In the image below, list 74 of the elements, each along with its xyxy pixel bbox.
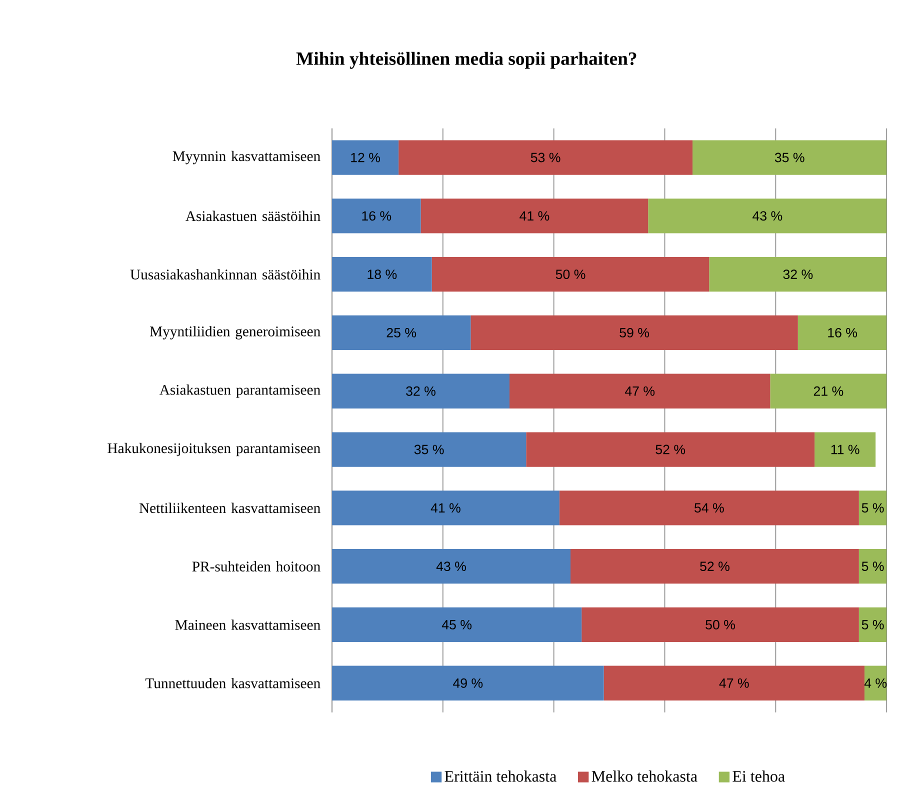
data-label: 47 %	[719, 678, 749, 688]
bar	[332, 666, 604, 700]
y-tick-label: Nettiliikenteen kasvattamiseen	[139, 502, 320, 514]
y-tick-label: Maineen kasvattamiseen	[175, 620, 320, 630]
bar	[692, 140, 887, 175]
data-label: 54 %	[694, 503, 724, 513]
data-label: 25 %	[386, 328, 416, 338]
bar	[332, 256, 432, 292]
bar	[604, 666, 864, 700]
data-label: 49 %	[453, 678, 483, 688]
bar	[798, 315, 887, 350]
data-label: 12 %	[351, 152, 380, 162]
data-label: 4 %	[864, 678, 887, 688]
bar	[709, 256, 887, 292]
data-label: 59 %	[620, 328, 650, 338]
data-label: 35 %	[774, 152, 804, 162]
bar	[332, 198, 421, 234]
y-tick-label: Hakukonesijoituksen parantamiseen	[108, 442, 320, 456]
bar	[814, 432, 876, 467]
data-label: 41 %	[430, 503, 460, 513]
bar	[332, 374, 510, 408]
data-label: 47 %	[624, 386, 655, 396]
legend-label: Melko tehokasta	[592, 770, 698, 782]
bar	[509, 374, 770, 408]
bar	[432, 256, 710, 292]
y-tick-label: Myyntiliidien generoimiseen	[150, 326, 320, 340]
y-tick-label: Uusasiakashankinnan säästöihin	[130, 269, 320, 280]
bar	[332, 548, 571, 584]
y-tick-label: Asiakastuen säästöihin	[186, 210, 320, 222]
y-tick-label: PR-suhteiden hoitoon	[192, 561, 320, 572]
bar	[332, 140, 399, 175]
bar	[398, 140, 693, 175]
bar	[420, 198, 648, 234]
data-label: 18 %	[368, 270, 397, 280]
bar	[332, 432, 526, 467]
bar	[332, 315, 471, 350]
bar	[864, 666, 887, 700]
data-label: 43 %	[436, 562, 466, 572]
data-label: 16 %	[828, 328, 858, 338]
data-label: 21 %	[814, 386, 844, 396]
bar	[858, 548, 887, 584]
bar	[582, 607, 859, 642]
bar	[332, 607, 582, 642]
data-label: 52 %	[656, 444, 686, 454]
y-tick-label: Asiakastuen parantamiseen	[160, 384, 320, 398]
data-label: 32 %	[783, 270, 813, 280]
bar	[332, 490, 560, 526]
data-label: 41 %	[520, 211, 550, 221]
bar	[526, 432, 815, 467]
data-label: 11 %	[831, 444, 860, 454]
bar	[570, 548, 859, 584]
bar	[470, 315, 798, 350]
bar	[648, 198, 887, 234]
legend-label: Erittäin tehokasta	[444, 770, 556, 782]
data-label: 52 %	[700, 562, 730, 572]
bar	[858, 607, 887, 642]
bar	[858, 490, 887, 526]
data-label: 5 %	[862, 503, 884, 513]
data-label: 45 %	[442, 620, 472, 630]
data-label: 35 %	[414, 444, 444, 454]
data-label: 53 %	[530, 152, 560, 162]
data-label: 43 %	[752, 211, 782, 221]
bar	[559, 490, 859, 526]
y-tick-label: Tunnettuuden kasvattamiseen	[145, 678, 320, 688]
bar	[770, 374, 887, 408]
y-tick-label: Myynnin kasvattamiseen	[172, 150, 320, 164]
chart-title: Mihin yhteisöllinen media sopii parhaiten?	[296, 52, 636, 69]
data-label: 50 %	[556, 270, 586, 280]
data-label: 5 %	[862, 562, 884, 572]
data-label: 50 %	[706, 620, 735, 630]
data-label: 5 %	[862, 620, 884, 630]
data-label: 32 %	[406, 386, 436, 396]
legend-label: Ei tehoa	[732, 770, 785, 782]
data-label: 16 %	[362, 211, 392, 221]
